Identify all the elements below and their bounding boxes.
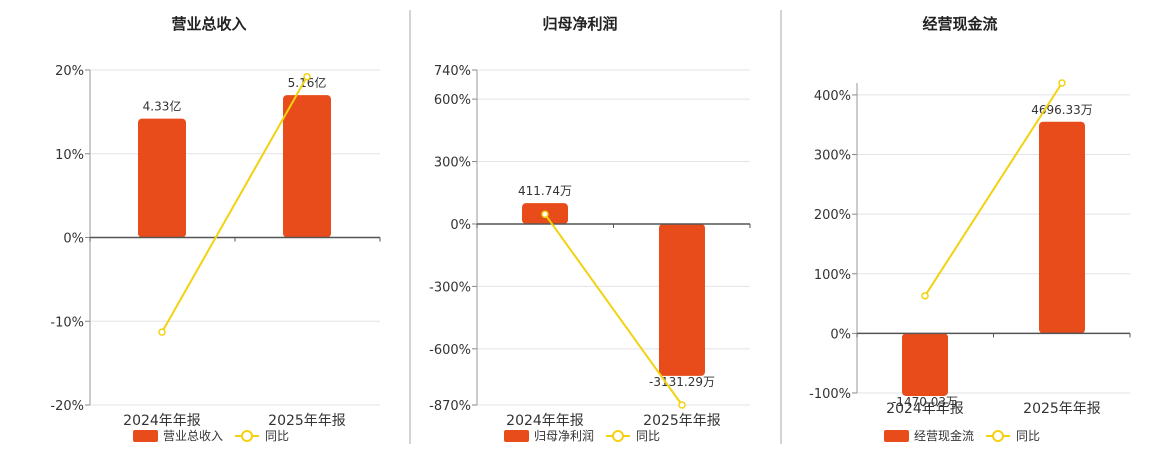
y-tick-label: 0% — [450, 218, 471, 233]
chart-title: 归母净利润 — [542, 15, 617, 33]
chart-title: 经营现金流 — [922, 15, 997, 33]
x-tick-label: 2025年年报 — [1023, 401, 1101, 417]
legend-bar-swatch[interactable] — [884, 430, 909, 442]
legend-bar-swatch[interactable] — [504, 430, 529, 442]
y-tick-label: 0% — [63, 232, 84, 247]
bar-2[interactable] — [283, 95, 331, 238]
y-tick-label: 300% — [434, 156, 471, 171]
y-tick-label: 740% — [434, 64, 471, 79]
x-tick-label: 2024年年报 — [506, 413, 584, 429]
y-tick-label: -20% — [50, 399, 84, 414]
bar-2[interactable] — [659, 223, 705, 376]
bar-label: 4.33亿 — [143, 99, 182, 114]
y-tick-label: 300% — [814, 149, 851, 164]
y-tick-label: 200% — [814, 208, 851, 223]
legend-line-marker — [612, 430, 624, 442]
yoy-line — [161, 76, 308, 333]
y-tick-label: 100% — [814, 268, 851, 283]
legend-bar-label: 营业总收入 — [163, 429, 223, 443]
y-tick-label: -300% — [429, 280, 471, 295]
legend-line-marker — [241, 430, 253, 442]
y-tick-label: -870% — [429, 399, 471, 414]
bar-label: 411.74万 — [518, 184, 572, 198]
legend-bar-label: 经营现金流 — [914, 428, 974, 443]
legend-bar-label: 归母净利润 — [534, 429, 594, 443]
x-tick-label: 2025年年报 — [643, 413, 721, 429]
yoy-line — [924, 82, 1063, 297]
yoy-point-1[interactable] — [158, 328, 166, 336]
y-tick-label: 0% — [830, 327, 851, 342]
legend-bar-swatch[interactable] — [133, 430, 158, 442]
bar-1[interactable] — [138, 118, 186, 238]
yoy-point-1[interactable] — [921, 292, 929, 300]
bar-2[interactable] — [1039, 121, 1085, 334]
yoy-point-2[interactable] — [303, 72, 311, 81]
y-tick-label: 400% — [814, 89, 851, 104]
legend-line-label: 同比 — [1016, 429, 1040, 443]
bar-1[interactable] — [902, 333, 948, 396]
y-tick-label: 10% — [55, 148, 84, 163]
bar-label: 4696.33万 — [1031, 103, 1093, 117]
y-tick-label: 20% — [55, 64, 84, 79]
x-tick-label: 2025年年报 — [268, 413, 346, 429]
x-tick-label: 2024年年报 — [123, 413, 201, 429]
bar-label: -3131.29万 — [649, 375, 715, 389]
yoy-point-1[interactable] — [541, 210, 549, 218]
y-tick-label: 600% — [434, 93, 471, 108]
bar-label: 5.16亿 — [288, 75, 327, 90]
legend-line-label: 同比 — [636, 429, 660, 443]
legend-line-marker — [992, 430, 1004, 442]
chart-title: 营业总收入 — [171, 15, 246, 33]
yoy-line — [544, 213, 683, 406]
y-tick-label: -10% — [50, 315, 84, 330]
legend-line-label: 同比 — [265, 429, 289, 443]
y-tick-label: -100% — [809, 387, 851, 402]
yoy-point-2[interactable] — [678, 401, 686, 409]
y-tick-label: -600% — [429, 343, 471, 358]
bar-label: -1470.03万 — [892, 395, 958, 409]
yoy-point-2[interactable] — [1058, 79, 1066, 87]
x-tick-label: 2024年年报 — [886, 401, 964, 417]
